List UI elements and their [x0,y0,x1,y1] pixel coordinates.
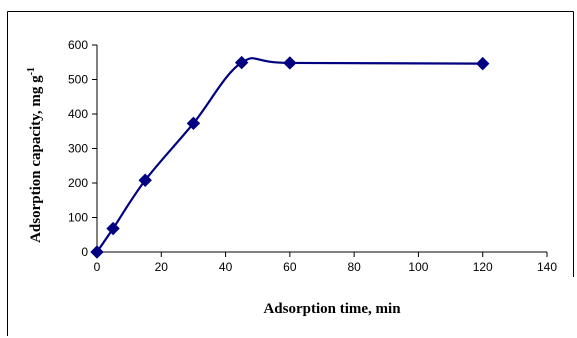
y-tick-label: 300 [68,142,88,156]
chart-frame: 0 20 40 60 80 100 120 140 0 100 200 300 400 500 600 A… [7,11,574,336]
y-axis-label-superscript: -1 [26,67,37,75]
data-point-marker [90,245,104,259]
data-point-marker [106,221,120,236]
y-axis-label: Adsorption capacity, mg g-1 [26,67,44,243]
axes [96,45,547,253]
x-tick-labels: 0 20 40 60 80 100 120 140 [94,260,558,274]
series-line [96,57,483,253]
data-point-marker [186,116,201,131]
x-tick-label: 60 [283,260,297,274]
x-tick-label: 80 [347,260,361,274]
data-point-marker [138,173,152,187]
x-tick-label: 40 [219,260,233,274]
data-point-marker [283,56,297,70]
tick-marks [92,44,548,257]
y-tick-label: 600 [68,38,88,52]
x-tick-label: 100 [408,260,428,274]
y-tick-label: 100 [68,211,88,225]
x-tick-label: 140 [537,260,557,274]
y-tick-label: 500 [68,73,88,87]
y-tick-label: 400 [68,107,88,121]
x-axis-label: Adsorption time, min [263,301,401,317]
x-tick-label: 120 [473,260,493,274]
y-tick-label: 0 [81,245,88,259]
data-point-marker [234,55,249,70]
y-axis-label-text: Adsorption capacity, mg g [28,75,44,243]
y-tick-label: 200 [68,176,88,190]
x-tick-label: 20 [155,260,169,274]
y-tick-labels: 0 100 200 300 400 500 600 [68,38,88,259]
data-point-marker [476,56,490,71]
x-tick-label: 0 [94,260,101,274]
series-group [90,55,490,259]
chart-svg: 0 20 40 60 80 100 120 140 0 100 200 300 400 500 600 A… [7,11,574,336]
